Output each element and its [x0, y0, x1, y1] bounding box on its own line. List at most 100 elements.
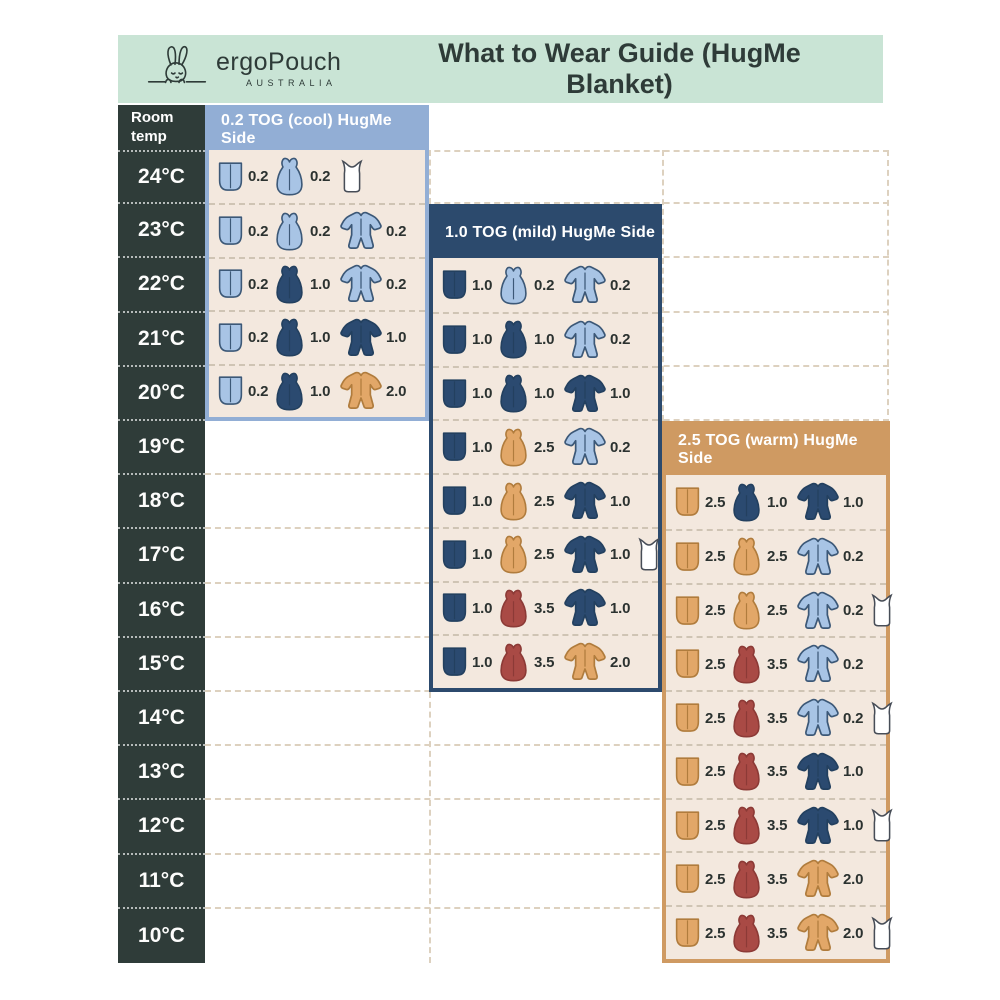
- tog-value: 1.0: [472, 492, 493, 510]
- tog-value: 2.5: [534, 492, 555, 510]
- room-temp-header: Room temp: [118, 105, 205, 150]
- garment-item-bag: 1.0: [272, 371, 339, 412]
- tog-value: 0.2: [248, 168, 269, 186]
- sleepsuit-icon: [797, 537, 839, 575]
- garment-item-suit: 0.2: [796, 697, 869, 739]
- tog-value: 0.2: [843, 655, 864, 673]
- garment-item-blanket: 2.5: [673, 756, 729, 788]
- garment-item-suit: 0.2: [563, 264, 636, 306]
- sleep-bag-icon: [733, 753, 760, 791]
- tog-value: 2.5: [534, 438, 555, 456]
- sleepsuit-icon: [797, 698, 839, 737]
- tog-value: 2.5: [705, 870, 726, 888]
- garment-item-bag: 0.2: [272, 156, 339, 197]
- panel-row-16c: 2.5 2.5 0.2: [666, 582, 893, 637]
- tog-value: 0.2: [843, 548, 864, 566]
- tog-value: 1.0: [843, 763, 864, 781]
- garment-item-suit: 0.2: [563, 426, 636, 468]
- tog-value: 1.0: [610, 385, 631, 403]
- sleepsuit-icon: [340, 211, 382, 250]
- garment-item-bag: 2.5: [496, 481, 563, 522]
- garment-item-singlet: [869, 593, 897, 628]
- panel-cool: 0.2 TOG (cool) HugMe Side 0.2 0.2 0.2 0.…: [205, 105, 429, 421]
- garment-item-bag: 1.0: [729, 482, 796, 523]
- brand-logo: ergoPouch AUSTRALIA: [118, 41, 386, 97]
- singlet-icon: [341, 159, 363, 193]
- temp-cell: 11°C: [118, 854, 205, 909]
- garment-item-blanket: 1.0: [440, 431, 496, 463]
- tog-value: 1.0: [534, 331, 555, 349]
- garment-item-bag: 1.0: [272, 317, 339, 358]
- sleepsuit-icon: [564, 374, 606, 412]
- blanket-icon: [442, 432, 467, 462]
- garment-item-suit: 0.2: [796, 643, 869, 685]
- tog-value: 3.5: [767, 817, 788, 835]
- tog-value: 1.0: [767, 493, 788, 511]
- garment-item-bag: 2.5: [729, 536, 796, 577]
- dashed-divider: [429, 150, 431, 204]
- blanket-icon: [675, 864, 700, 894]
- garment-item-blanket: 1.0: [440, 378, 496, 410]
- temp-cell: 19°C: [118, 421, 205, 476]
- garment-item-blanket: 0.2: [216, 268, 272, 300]
- garment-item-bag: 2.5: [729, 590, 796, 631]
- blanket-icon: [675, 596, 700, 625]
- tog-value: 0.2: [610, 331, 631, 349]
- blanket-icon: [218, 376, 243, 406]
- blanket-icon: [442, 486, 467, 515]
- garment-item-blanket: 2.5: [673, 541, 729, 573]
- sleepsuit-icon: [564, 481, 606, 519]
- sleep-bag-icon: [276, 372, 303, 411]
- sleep-bag-icon: [733, 914, 760, 953]
- tog-value: 1.0: [843, 493, 864, 511]
- temp-cell: 16°C: [118, 583, 205, 638]
- garment-item-bag: 2.5: [496, 427, 563, 468]
- tog-value: 0.2: [610, 276, 631, 294]
- tog-value: 0.2: [248, 329, 269, 347]
- temp-cell: 14°C: [118, 692, 205, 747]
- tog-value: 1.0: [472, 438, 493, 456]
- garment-item-bag: 2.5: [496, 534, 563, 575]
- sleep-bag-icon: [733, 699, 760, 738]
- garment-item-suit: 1.0: [796, 481, 869, 523]
- singlet-icon: [871, 701, 893, 735]
- garment-item-bag: 3.5: [729, 644, 796, 685]
- garment-item-bag: 3.5: [496, 642, 563, 683]
- garment-item-blanket: 1.0: [440, 269, 496, 301]
- tog-value: 3.5: [534, 653, 555, 671]
- sleep-bag-icon: [733, 645, 760, 684]
- tog-value: 2.5: [705, 493, 726, 511]
- garment-item-bag: 1.0: [496, 373, 563, 414]
- blanket-icon: [675, 649, 700, 679]
- tog-value: 2.5: [705, 602, 726, 620]
- garment-item-blanket: 1.0: [440, 592, 496, 624]
- tog-value: 2.0: [843, 870, 864, 888]
- tog-value: 2.5: [767, 548, 788, 566]
- tog-value: 2.5: [705, 763, 726, 781]
- blanket-icon: [218, 216, 243, 245]
- tog-value: 2.5: [705, 709, 726, 727]
- tog-value: 1.0: [472, 599, 493, 617]
- garment-item-blanket: 2.5: [673, 810, 729, 842]
- blanket-icon: [675, 757, 700, 786]
- tog-value: 0.2: [534, 276, 555, 294]
- blanket-icon: [218, 162, 243, 191]
- temp-cell: 22°C: [118, 258, 205, 313]
- tog-value: 1.0: [610, 492, 631, 510]
- sleepsuit-icon: [340, 318, 382, 356]
- garment-item-bag: 3.5: [496, 588, 563, 629]
- panel-mild-header: 1.0 TOG (mild) HugMe Side: [433, 208, 658, 259]
- singlet-icon: [638, 537, 660, 571]
- sleepsuit-icon: [564, 642, 606, 681]
- garment-item-suit: 2.0: [796, 912, 869, 954]
- blanket-icon: [675, 918, 700, 947]
- page-title: What to Wear Guide (HugMe Blanket): [438, 38, 801, 99]
- sleepsuit-icon: [797, 591, 839, 629]
- sleepsuit-icon: [564, 320, 606, 358]
- garment-item-blanket: 1.0: [440, 539, 496, 571]
- garment-item-suit: 2.0: [339, 370, 412, 412]
- tog-value: 3.5: [767, 870, 788, 888]
- garment-item-singlet: [869, 701, 897, 736]
- temp-cell: 24°C: [118, 150, 205, 205]
